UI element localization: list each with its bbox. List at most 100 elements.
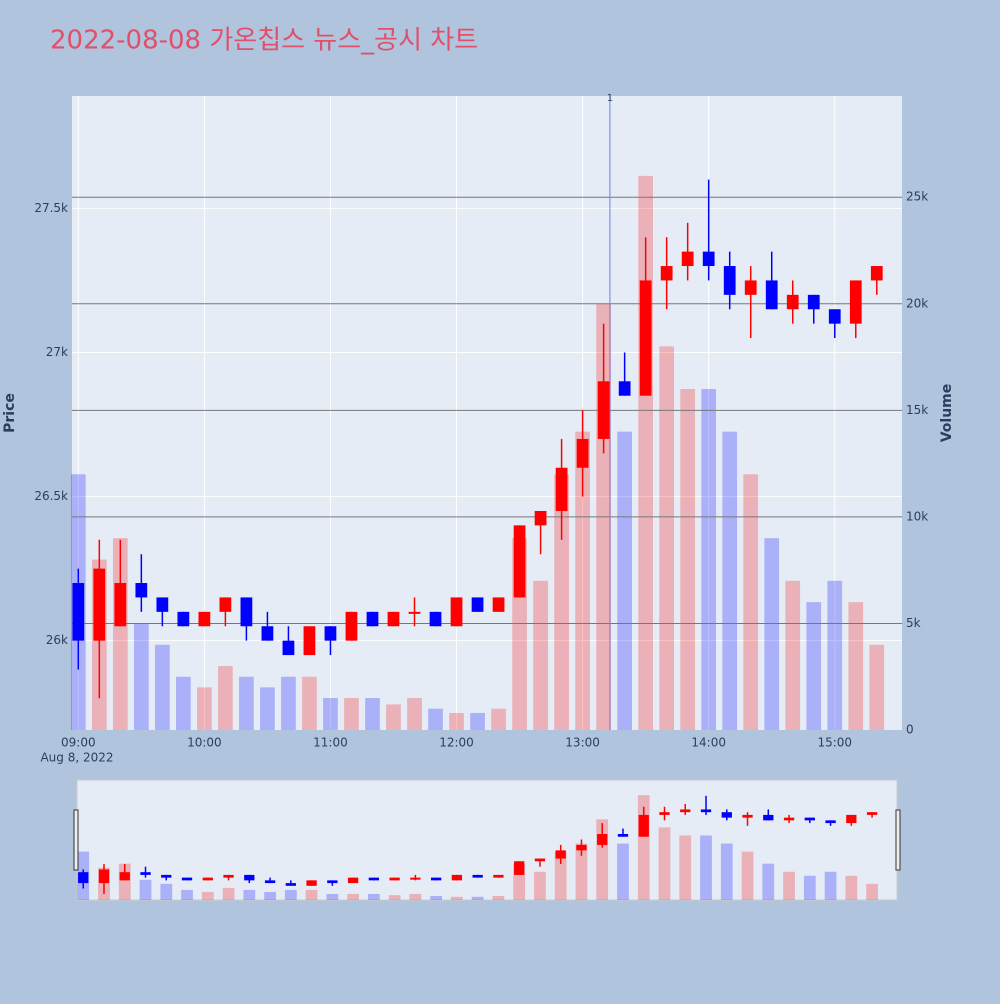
mini-candle-body bbox=[306, 880, 317, 886]
volume-bar bbox=[239, 676, 254, 730]
volume-bar bbox=[197, 687, 212, 730]
x-tick-label: 15:00 bbox=[817, 736, 852, 750]
x-tick-label: 10:00 bbox=[187, 736, 222, 750]
x-date-label: Aug 8, 2022 bbox=[40, 751, 113, 765]
candle-body bbox=[744, 280, 757, 295]
volume-bar bbox=[722, 431, 738, 730]
mini-candle-body bbox=[98, 869, 110, 884]
mini-volume-bar bbox=[492, 895, 505, 900]
candle-body bbox=[156, 597, 169, 612]
mini-candle-body bbox=[597, 834, 608, 845]
mini-candle-body bbox=[430, 877, 442, 881]
volume-bar bbox=[449, 712, 464, 730]
volume-bar bbox=[344, 698, 359, 730]
mini-candle-body bbox=[846, 814, 857, 824]
mini-volume-bar bbox=[388, 895, 401, 900]
mini-candle-body bbox=[638, 814, 649, 837]
mini-candle-body bbox=[555, 850, 566, 859]
mini-volume-bar bbox=[181, 889, 193, 900]
candle-body bbox=[555, 467, 568, 511]
candle-body bbox=[786, 294, 799, 310]
mini-volume-bar bbox=[720, 843, 733, 900]
volume-bar bbox=[554, 474, 569, 730]
mini-candle-body bbox=[825, 820, 836, 824]
candle-body bbox=[282, 640, 295, 656]
volume-bar bbox=[155, 644, 170, 730]
mini-volume-bar bbox=[160, 883, 173, 900]
mini-volume-bar bbox=[679, 835, 692, 900]
mini-candle-body bbox=[472, 874, 483, 878]
candle-body bbox=[303, 626, 316, 656]
mini-candle-body bbox=[659, 812, 670, 815]
mini-volume-bar bbox=[430, 895, 443, 900]
mini-candle-body bbox=[866, 812, 878, 815]
volume-bar bbox=[176, 676, 191, 730]
candle-body bbox=[513, 525, 526, 598]
mini-candle-body bbox=[327, 880, 338, 884]
volume-bar bbox=[575, 431, 590, 730]
volume-bar bbox=[869, 644, 885, 730]
mini-candle-body bbox=[700, 809, 712, 813]
mini-volume-bar bbox=[617, 843, 629, 900]
volume-bar bbox=[764, 538, 780, 730]
volume-bar bbox=[680, 389, 696, 730]
candle-body bbox=[366, 611, 379, 627]
volume-bar bbox=[533, 580, 548, 730]
mini-candle-body bbox=[576, 844, 587, 851]
mini-candle-body bbox=[763, 814, 774, 821]
mini-volume-bar bbox=[471, 896, 484, 900]
mini-volume-bar bbox=[534, 871, 546, 900]
mini-candle-body bbox=[78, 872, 89, 884]
mini-volume-bar bbox=[451, 896, 463, 900]
mini-candle-body bbox=[347, 877, 359, 884]
candle-body bbox=[261, 626, 274, 641]
mini-volume-bar bbox=[222, 887, 235, 900]
candle-body bbox=[198, 611, 211, 627]
candle-body bbox=[93, 568, 106, 641]
volume-bar bbox=[848, 602, 864, 730]
mini-volume-bar bbox=[637, 795, 650, 900]
mini-volume-bar bbox=[803, 875, 816, 900]
mini-volume-bar bbox=[824, 871, 837, 900]
candle-body bbox=[660, 266, 673, 281]
news-label: 1 bbox=[607, 93, 613, 104]
volume-bar bbox=[428, 708, 443, 730]
candle-body bbox=[681, 251, 694, 267]
candle-body bbox=[765, 280, 778, 310]
mini-volume-bar bbox=[741, 851, 754, 900]
mini-candle-body bbox=[119, 872, 130, 881]
candle-body bbox=[429, 611, 442, 627]
mini-volume-bar bbox=[367, 893, 380, 900]
y-tick-label: 26k bbox=[46, 633, 68, 647]
mini-candle-body bbox=[368, 877, 380, 881]
mini-volume-bar bbox=[554, 851, 567, 900]
mini-candle-body bbox=[202, 877, 213, 881]
mini-candle-body bbox=[161, 874, 172, 878]
x-tick-label: 13:00 bbox=[565, 736, 600, 750]
candle-body bbox=[849, 280, 862, 324]
y2-tick-label: 5k bbox=[906, 616, 921, 630]
volume-bar bbox=[491, 708, 506, 730]
candle-body bbox=[807, 294, 820, 310]
mini-candle-body bbox=[451, 874, 463, 881]
mini-candle-body bbox=[514, 861, 525, 875]
candle-body bbox=[702, 251, 715, 267]
x-tick-label: 14:00 bbox=[691, 736, 726, 750]
range-slider[interactable] bbox=[76, 779, 898, 901]
mini-candle-body bbox=[389, 877, 400, 881]
y2-tick-label: 15k bbox=[906, 403, 928, 417]
mini-volume-bar bbox=[243, 889, 256, 900]
mini-candle-body bbox=[244, 874, 255, 881]
slider-handle-right[interactable] bbox=[895, 809, 901, 871]
candle-body bbox=[324, 626, 337, 641]
y-tick-label: 27.5k bbox=[34, 201, 68, 215]
candle-body bbox=[240, 597, 253, 627]
slider-handle-left[interactable] bbox=[73, 809, 79, 871]
candle-body bbox=[177, 611, 190, 627]
volume-bar bbox=[302, 676, 317, 730]
mini-volume-bar bbox=[575, 843, 588, 900]
candle-body bbox=[408, 611, 421, 614]
y-tick-label: 26.5k bbox=[34, 489, 68, 503]
volume-bar bbox=[785, 580, 801, 730]
mini-candle-body bbox=[493, 874, 504, 878]
